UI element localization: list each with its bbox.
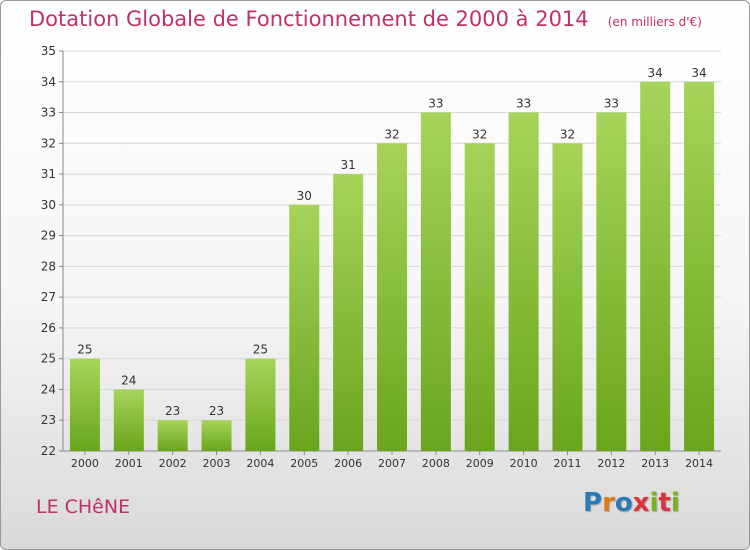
- x-tick-label: 2002: [159, 457, 187, 470]
- bar: [508, 112, 539, 452]
- data-label: 23: [165, 404, 180, 418]
- x-tick-label: 2003: [203, 457, 231, 470]
- bar: [596, 112, 627, 452]
- data-label: 33: [516, 97, 531, 111]
- logo-letter: i: [670, 488, 680, 518]
- y-tick-label: 22: [41, 444, 56, 458]
- logo-letter: t: [658, 488, 671, 518]
- y-tick-label: 25: [41, 352, 56, 366]
- y-tick-label: 29: [41, 229, 56, 243]
- x-tick-label: 2004: [246, 457, 274, 470]
- x-tick-label: 2007: [378, 457, 406, 470]
- title-row: Dotation Globale de Fonctionnement de 20…: [29, 7, 702, 31]
- data-label: 25: [253, 343, 268, 357]
- bar: [333, 174, 364, 452]
- logo-letter: x: [632, 488, 650, 518]
- data-label: 31: [340, 158, 355, 172]
- y-tick-label: 23: [41, 413, 56, 427]
- x-tick-label: 2009: [466, 457, 494, 470]
- logo-letter: r: [602, 488, 615, 518]
- data-label: 33: [428, 97, 443, 111]
- x-tick-label: 2005: [290, 457, 318, 470]
- chart-title: Dotation Globale de Fonctionnement de 20…: [29, 7, 589, 31]
- x-tick-label: 2011: [553, 457, 581, 470]
- data-label: 34: [648, 66, 663, 80]
- x-tick-label: 2012: [597, 457, 625, 470]
- commune-name: LE CHêNE: [36, 496, 131, 518]
- bar: [113, 389, 144, 451]
- bar: [289, 204, 320, 451]
- y-tick-label: 26: [41, 321, 56, 335]
- bar: [464, 143, 495, 452]
- x-tick-label: 2000: [71, 457, 99, 470]
- data-label: 32: [560, 127, 575, 141]
- bar: [640, 81, 671, 452]
- data-label: 30: [297, 189, 312, 203]
- bar: [69, 358, 100, 451]
- y-tick-label: 32: [41, 136, 56, 150]
- y-tick-label: 24: [41, 382, 56, 396]
- logo-letter: P: [583, 488, 603, 518]
- x-tick-label: 2008: [422, 457, 450, 470]
- bar: [157, 420, 188, 451]
- x-tick-label: 2014: [685, 457, 713, 470]
- bar: [420, 112, 451, 452]
- bar: [377, 143, 407, 452]
- y-tick-label: 28: [41, 259, 56, 273]
- y-tick-label: 35: [41, 44, 56, 58]
- data-label: 25: [77, 343, 92, 357]
- bar: [552, 143, 583, 452]
- y-tick-label: 33: [41, 106, 56, 120]
- x-tick-label: 2013: [641, 457, 669, 470]
- proxiti-logo: Proxiti: [583, 488, 680, 518]
- y-tick-label: 31: [41, 167, 56, 181]
- logo-letter: o: [614, 488, 633, 518]
- logo-letter: i: [649, 488, 659, 518]
- data-label: 32: [384, 127, 399, 141]
- data-label: 23: [209, 404, 224, 418]
- y-tick-label: 27: [41, 290, 56, 304]
- bar: [684, 81, 715, 452]
- data-label: 24: [121, 373, 136, 387]
- unit-note: (en milliers d'€): [607, 15, 702, 29]
- x-tick-label: 2006: [334, 457, 362, 470]
- x-tick-label: 2010: [510, 457, 538, 470]
- y-tick-label: 34: [41, 75, 56, 89]
- x-tick-label: 2001: [115, 457, 143, 470]
- y-tick-label: 30: [41, 198, 56, 212]
- bar: [245, 358, 276, 451]
- data-label: 32: [472, 127, 487, 141]
- bar: [201, 420, 232, 451]
- data-label: 33: [604, 97, 619, 111]
- data-label: 34: [691, 66, 706, 80]
